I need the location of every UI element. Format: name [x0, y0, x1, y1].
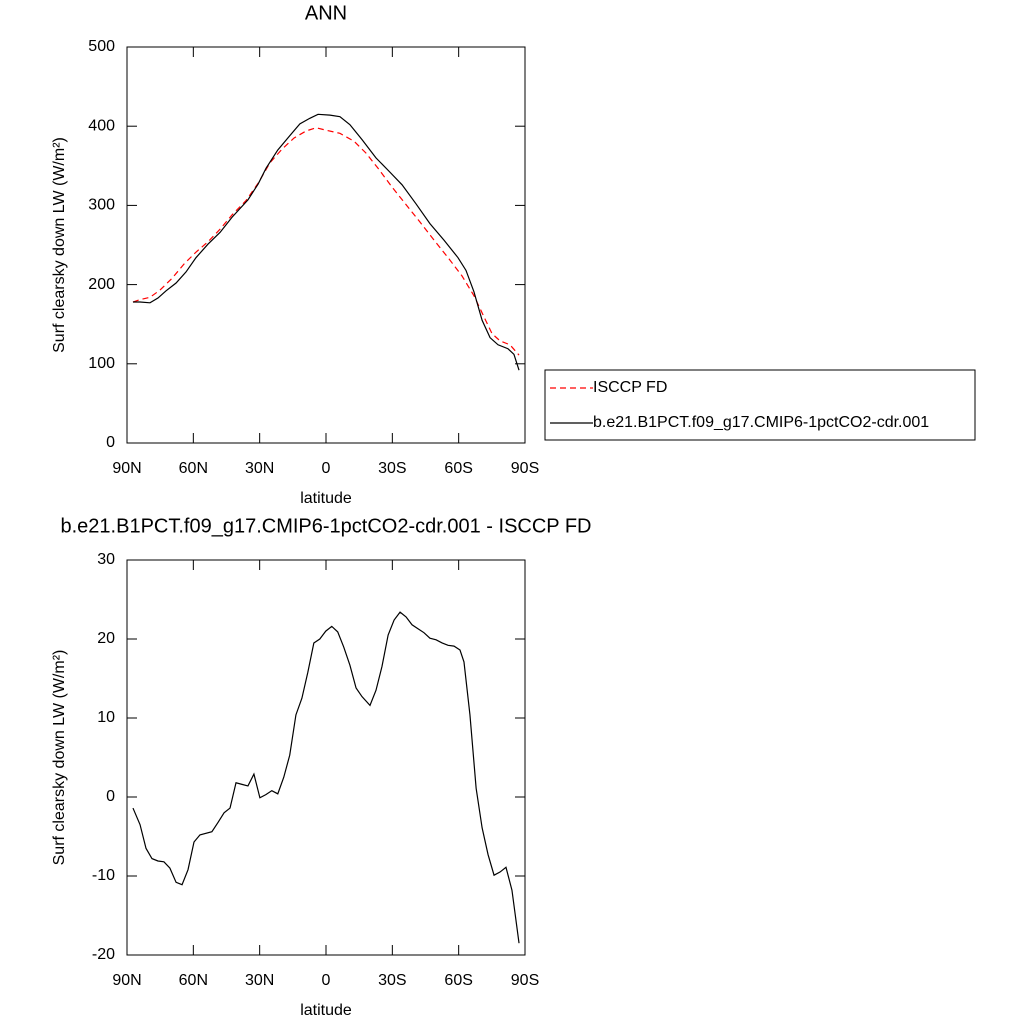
x-tick-label: 30N [245, 460, 274, 477]
y-tick-label: -10 [92, 867, 115, 884]
y-tick-label: 100 [88, 355, 115, 372]
x-tick-label: 60S [444, 972, 472, 989]
data-line [132, 611, 520, 944]
y-tick-label: 0 [106, 788, 115, 805]
y-tick-label: 30 [97, 551, 115, 568]
x-axis-label: latitude [300, 490, 352, 507]
x-tick-label: 60N [179, 972, 208, 989]
y-axis-label: Surf clearsky down LW (W/m²) [51, 650, 68, 866]
y-axis-label: Surf clearsky down LW (W/m²) [51, 137, 68, 353]
y-tick-label: 200 [88, 276, 115, 293]
y-tick-label: -20 [92, 946, 115, 963]
x-tick-label: 90S [511, 460, 539, 477]
plot-frame [126, 46, 526, 444]
x-tick-label: 0 [322, 972, 331, 989]
y-tick-label: 300 [88, 197, 115, 214]
y-tick-label: 500 [88, 38, 115, 55]
chart-title: ANN [305, 2, 347, 24]
data-line [132, 113, 520, 371]
x-tick-label: 30S [378, 972, 406, 989]
chart-title: b.e21.B1PCT.f09_g17.CMIP6-1pctCO2-cdr.00… [61, 515, 592, 537]
x-tick-label: 90N [112, 460, 141, 477]
x-tick-label: 0 [322, 460, 331, 477]
legend-label: ISCCP FD [593, 379, 667, 396]
y-tick-label: 20 [97, 630, 115, 647]
x-tick-label: 30S [378, 460, 406, 477]
y-tick-label: 0 [106, 434, 115, 451]
plot-frame [126, 559, 526, 956]
x-tick-label: 90N [112, 972, 141, 989]
x-tick-label: 30N [245, 972, 274, 989]
x-tick-label: 60N [179, 460, 208, 477]
y-tick-label: 400 [88, 117, 115, 134]
x-tick-label: 90S [511, 972, 539, 989]
x-tick-label: 60S [444, 460, 472, 477]
y-tick-label: 10 [97, 709, 115, 726]
data-line [132, 127, 520, 356]
legend-box [544, 369, 976, 441]
legend-label: b.e21.B1PCT.f09_g17.CMIP6-1pctCO2-cdr.00… [593, 414, 929, 431]
x-axis-label: latitude [300, 1002, 352, 1019]
